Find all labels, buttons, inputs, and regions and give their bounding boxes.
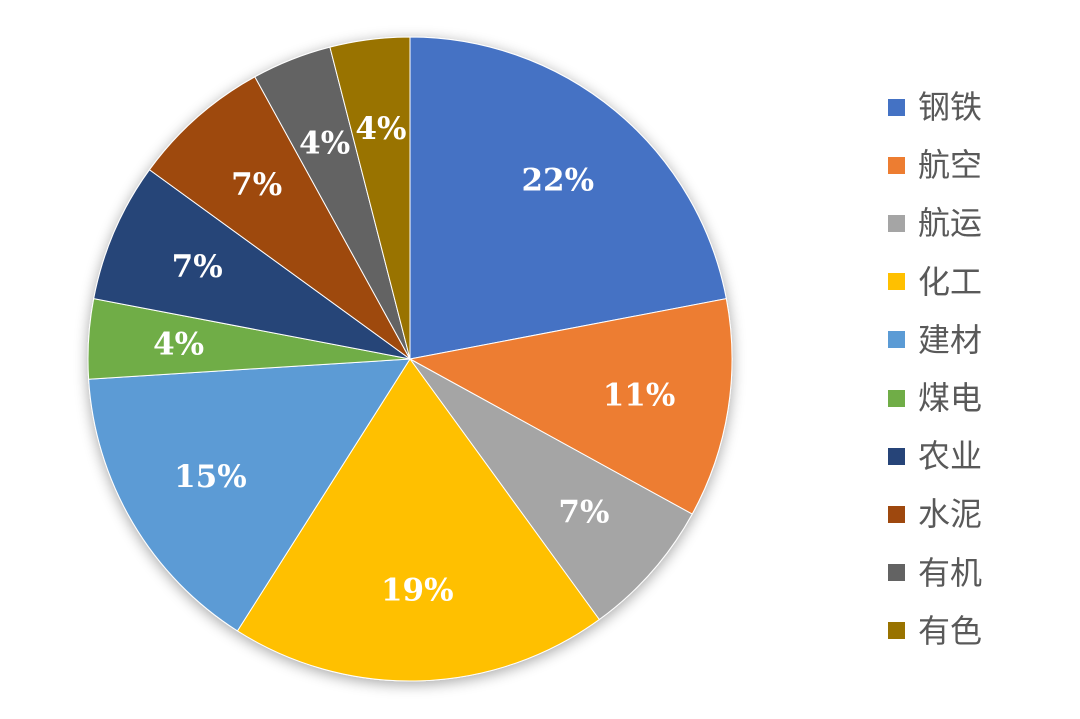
- slice-data-label: 22%: [521, 162, 594, 198]
- legend-item: 农业: [888, 427, 1068, 485]
- pie-slice-9: [329, 36, 411, 360]
- legend-label: 建材: [918, 320, 983, 359]
- chart-legend: 钢铁航空航运化工建材煤电农业水泥有机有色: [888, 78, 1068, 660]
- legend-item: 有机: [888, 544, 1068, 602]
- legend-swatch: [888, 214, 905, 232]
- legend-label: 航运: [918, 204, 983, 243]
- slice-data-label: 7%: [231, 167, 282, 203]
- legend-swatch: [888, 505, 905, 523]
- legend-label: 农业: [918, 437, 983, 476]
- pie-slice-1: [408, 298, 733, 515]
- legend-item: 建材: [888, 311, 1068, 369]
- legend-label: 有机: [918, 553, 983, 592]
- legend-swatch: [888, 622, 905, 640]
- legend-item: 水泥: [888, 485, 1068, 543]
- pie-slice-0: [409, 36, 727, 360]
- legend-swatch: [888, 389, 905, 407]
- legend-item: 煤电: [888, 369, 1068, 427]
- legend-label: 煤电: [918, 379, 983, 418]
- legend-item: 航运: [888, 194, 1068, 252]
- pie-slices: [87, 36, 733, 682]
- pie-slice-2: [409, 358, 693, 621]
- legend-swatch: [888, 564, 905, 582]
- slice-data-label: 11%: [603, 377, 676, 413]
- slice-data-label: 15%: [174, 459, 247, 495]
- slice-data-label: 7%: [558, 494, 609, 530]
- slice-data-label: 4%: [153, 326, 204, 362]
- slice-data-label: 7%: [172, 249, 223, 285]
- legend-item: 有色: [888, 602, 1068, 660]
- legend-swatch: [888, 331, 905, 349]
- pie-slice-3: [236, 358, 600, 682]
- legend-swatch: [888, 156, 905, 174]
- legend-swatch: [888, 447, 905, 465]
- legend-swatch: [888, 98, 905, 116]
- legend-label: 水泥: [918, 495, 983, 534]
- legend-item: 航空: [888, 136, 1068, 194]
- pie-slice-6: [93, 169, 411, 360]
- pie-slice-4: [88, 358, 411, 632]
- slice-data-label: 4%: [299, 125, 350, 161]
- legend-swatch: [888, 273, 905, 291]
- slice-data-label: 19%: [381, 573, 454, 609]
- legend-item: 钢铁: [888, 78, 1068, 136]
- legend-item: 化工: [888, 253, 1068, 311]
- legend-label: 航空: [918, 146, 983, 185]
- legend-label: 化工: [918, 262, 983, 301]
- pie-data-labels: 22%11%7%19%15%4%7%7%4% 4%: [153, 111, 675, 609]
- legend-label: 有色: [918, 611, 983, 650]
- slice-data-label: 4%: [355, 111, 406, 147]
- pie-slice-7: [148, 76, 411, 360]
- legend-label: 钢铁: [918, 88, 983, 127]
